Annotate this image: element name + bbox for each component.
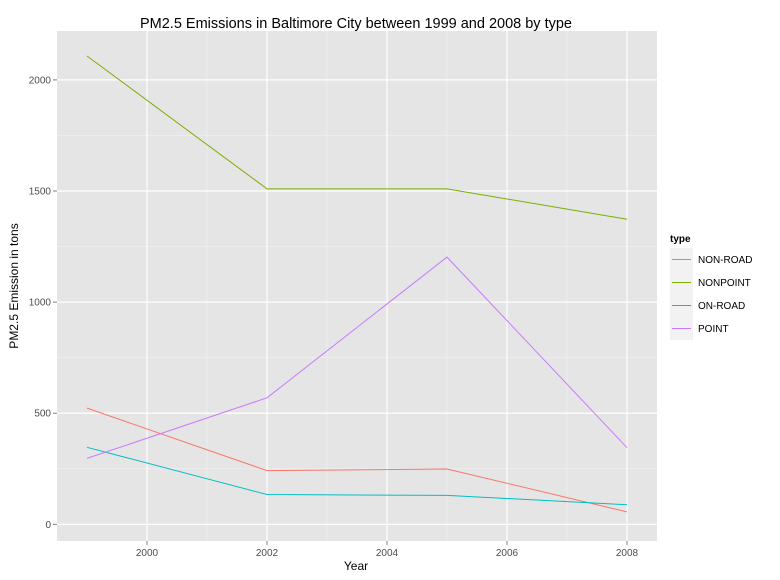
legend-label-nonpoint: NONPOINT [698, 278, 751, 289]
plot-panel [57, 31, 657, 541]
x-tick-label: 2004 [376, 548, 399, 559]
x-tick-label: 2002 [256, 548, 279, 559]
series-line-point [86, 256, 628, 459]
legend-label-non-road: NON-ROAD [698, 255, 752, 266]
x-tick-label: 2008 [616, 548, 639, 559]
legend: type NON-ROAD NONPOINT ON-ROAD POINT [670, 234, 752, 340]
y-tick-label: 2000 [29, 75, 52, 86]
major-grid [57, 31, 657, 541]
y-tick-label: 1500 [29, 187, 52, 198]
y-tick-label: 0 [45, 520, 51, 531]
legend-label-on-road: ON-ROAD [698, 301, 745, 312]
legend-title: type [670, 234, 691, 245]
series-line-on-road [86, 446, 628, 506]
x-tick-label: 2000 [136, 548, 159, 559]
chart-title: PM2.5 Emissions in Baltimore City betwee… [140, 16, 572, 32]
x-tick-label: 2006 [496, 548, 519, 559]
y-tick-label: 500 [34, 409, 51, 420]
legend-label-point: POINT [698, 324, 729, 335]
series-line-non-road [86, 407, 628, 513]
series-lines [86, 55, 628, 513]
x-axis-title: Year [344, 559, 368, 573]
y-tick-label: 1000 [29, 298, 52, 309]
x-axis: 2000 2002 2004 2006 2008 [136, 541, 639, 559]
y-axis-title: PM2.5 Emission in tons [7, 223, 21, 348]
series-line-nonpoint [86, 55, 628, 220]
y-axis: 0 500 1000 1500 2000 [29, 75, 57, 531]
minor-grid [57, 31, 657, 541]
